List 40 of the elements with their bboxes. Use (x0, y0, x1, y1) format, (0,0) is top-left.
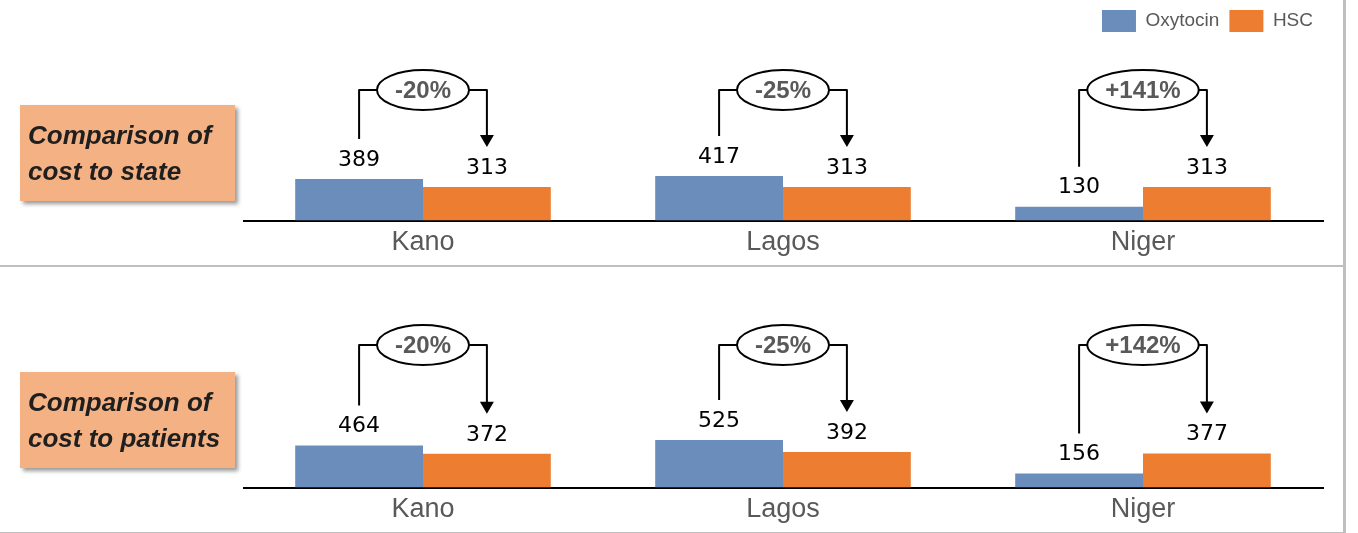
bar (655, 175, 783, 221)
bar (655, 439, 783, 488)
text: -25% (754, 330, 812, 358)
bar (1015, 473, 1143, 488)
bar (295, 445, 423, 488)
data-label: 392 (825, 418, 868, 444)
text: -20% (394, 330, 452, 358)
data-label: 313 (825, 153, 868, 179)
data-label: 313 (1185, 153, 1228, 179)
bar (1143, 453, 1271, 488)
x-tick-label: Lagos (746, 226, 820, 257)
text: +142% (1105, 330, 1181, 358)
bar (1015, 206, 1143, 221)
data-label: 313 (465, 153, 508, 179)
data-label: 372 (465, 420, 508, 446)
text: -25% (754, 75, 812, 103)
bar (423, 453, 551, 488)
data-label: 377 (1185, 420, 1228, 446)
legend-label: Oxytocin (1145, 9, 1220, 31)
data-label: 525 (698, 406, 741, 432)
text: -20% (394, 75, 452, 103)
data-label: 156 (1058, 440, 1101, 466)
x-tick-label: Kano (391, 226, 455, 257)
data-label: 130 (1058, 173, 1101, 199)
x-tick-label: Niger (1110, 493, 1176, 524)
chart-title: Comparison of cost to state (20, 104, 235, 201)
data-label: 389 (338, 145, 381, 171)
bar (783, 187, 911, 221)
x-tick-label: Niger (1110, 226, 1176, 257)
legend-label: HSC (1272, 9, 1314, 31)
bar (783, 452, 911, 488)
bar (1143, 187, 1271, 221)
chart-title: Comparison of cost to patients (20, 371, 235, 468)
x-tick-label: Kano (391, 493, 455, 524)
bar (423, 187, 551, 221)
data-label: 417 (698, 142, 741, 168)
text: +141% (1105, 75, 1181, 103)
x-tick-label: Lagos (746, 493, 820, 524)
data-label: 464 (338, 412, 381, 438)
bar (295, 178, 423, 221)
